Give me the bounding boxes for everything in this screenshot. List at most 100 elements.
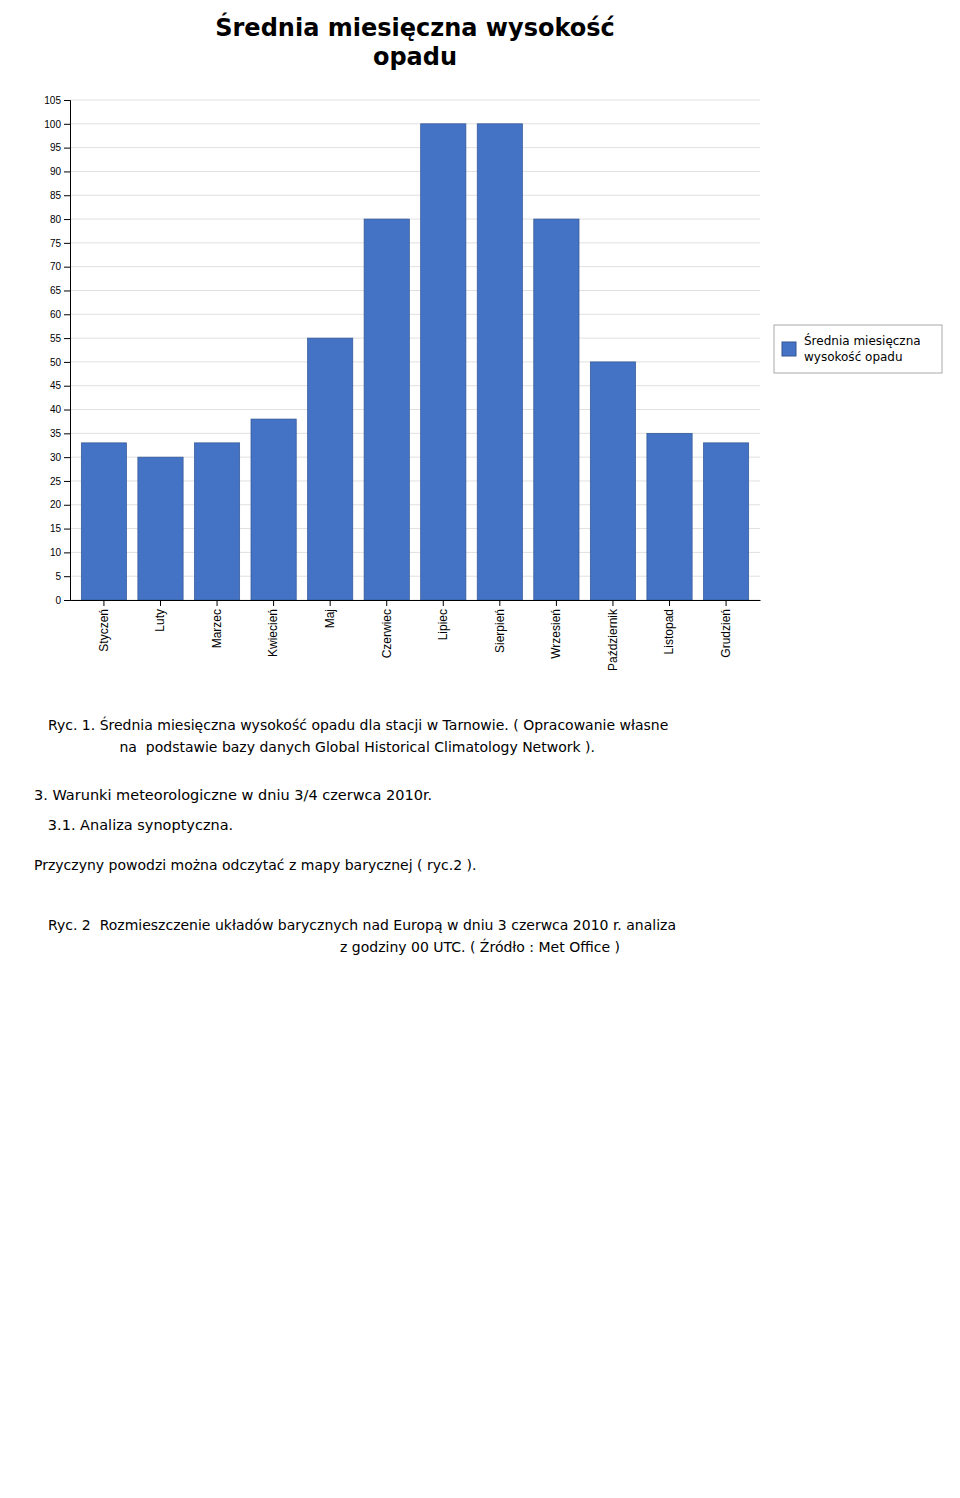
annotation: Ryc. 1. Średnia miesięczna wysokość opad… [48,716,668,733]
y-tick-mark [64,386,70,387]
bar [138,457,183,600]
grid-line [70,242,760,243]
y-tick-label: 40 [50,404,62,415]
x-tick-mark [330,600,331,606]
x-tick-label: Grudzień [719,609,733,658]
y-tick-mark [64,219,70,220]
x-tick: Maj [323,600,337,628]
y-tick-label: 105 [44,95,61,106]
annotations: Ryc. 1. Średnia miesięczna wysokość opad… [34,716,676,955]
y-tick-mark [64,433,70,434]
x-axis-line [71,600,761,601]
bar [703,443,748,600]
y-tick: 80 [50,214,70,225]
y-tick: 25 [50,476,70,487]
x-tick: Listopad [662,600,676,654]
annotation: z godziny 00 UTC. ( Źródło : Met Office … [340,938,620,955]
x-tick-label: Czerwiec [380,609,394,658]
x-tick-mark [160,600,161,606]
y-tick-label: 20 [50,499,62,510]
annotation: 3. Warunki meteorologiczne w dniu 3/4 cz… [34,787,432,803]
grid-line [70,409,760,410]
annotation: 3.1. Analiza synoptyczna. [34,817,233,833]
plot-area [81,124,748,600]
x-tick-mark [443,600,444,606]
y-tick-label: 75 [50,238,62,249]
y-tick: 15 [50,523,70,534]
grid-line [70,195,760,196]
bar [647,433,692,600]
bar [421,124,466,600]
y-tick-mark [64,576,70,577]
y-tick-mark [64,338,70,339]
y-tick-label: 5 [55,571,61,582]
bar [534,219,579,600]
y-tick-mark [64,552,70,553]
y-tick-mark [64,600,70,601]
x-tick-mark [273,600,274,606]
x-tick: Grudzień [719,600,733,658]
y-tick-mark [64,124,70,125]
y-tick-mark [64,195,70,196]
grid-line [70,123,760,124]
y-tick-mark [64,267,70,268]
y-tick-label: 30 [50,452,62,463]
annotation: na podstawie bazy danych Global Historic… [115,739,595,755]
y-tick: 10 [50,547,70,558]
grid-line [70,385,760,386]
y-tick-mark [64,148,70,149]
x-tick: Marzec [210,600,224,648]
y-tick: 50 [50,357,70,368]
y-tick-mark [64,171,70,172]
y-tick: 85 [50,190,70,201]
y-tick-mark [64,529,70,530]
y-tick: 45 [50,380,70,391]
grid-line [70,361,760,362]
y-tick-label: 80 [50,214,62,225]
grid-line [70,338,760,339]
y-tick-label: 65 [50,285,62,296]
y-tick: 0 [55,595,70,606]
grid-line [70,314,760,315]
x-tick-mark [669,600,670,606]
y-tick-label: 60 [50,309,62,320]
x-tick: Październik [606,600,620,671]
bar [477,124,522,600]
x-tick-mark [103,600,104,606]
x-tick-label: Styczeń [97,609,111,652]
y-tick-mark [64,290,70,291]
grid-line [70,147,760,148]
y-tick: 35 [50,428,70,439]
x-tick-label: Lipiec [436,609,450,640]
legend-frame [774,325,942,373]
x-tick: Wrzesień [549,600,563,659]
y-tick-label: 50 [50,357,62,368]
legend: Średnia miesięcznawysokość opadu [774,325,942,373]
bar [590,362,635,600]
bar [81,443,126,600]
y-tick: 5 [55,571,70,582]
bar [251,419,296,600]
y-tick-mark [64,505,70,506]
y-tick-mark [64,457,70,458]
grid [70,100,760,600]
x-tick-mark [386,600,387,606]
x-tick-label: Marzec [210,609,224,648]
y-tick-label: 35 [50,428,62,439]
y-tick: 100 [44,119,70,130]
x-tick-mark [612,600,613,606]
y-tick: 20 [50,499,70,510]
x-tick-mark [556,600,557,606]
y-tick: 55 [50,333,70,344]
legend-label: Średnia miesięcznawysokość opadu [804,333,921,364]
x-tick-label: Listopad [662,609,676,654]
annotation: Przyczyny powodzi można odczytać z mapy … [34,857,476,873]
x-axis: StyczeńLutyMarzecKwiecieńMajCzerwiecLipi… [71,600,761,671]
y-tick-mark [64,362,70,363]
grid-line [70,100,760,101]
bar [194,443,239,600]
x-tick: Sierpień [493,600,507,653]
y-tick-label: 45 [50,380,62,391]
x-tick-label: Październik [606,608,620,671]
y-tick: 75 [50,238,70,249]
